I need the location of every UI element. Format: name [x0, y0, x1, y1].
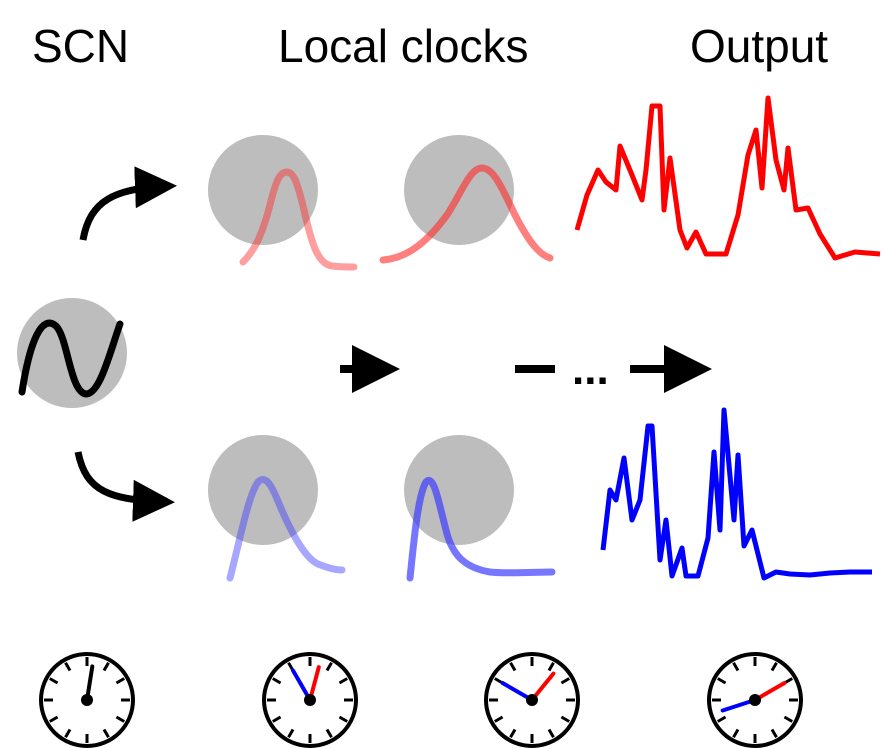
local-clock-node-red-1 — [208, 135, 318, 245]
clock-hub — [749, 694, 761, 706]
clock-tick — [115, 715, 125, 723]
clock-tick — [272, 677, 282, 685]
red-phase-curve-2 — [379, 164, 554, 264]
clock-hub — [81, 694, 93, 706]
clock-tick — [102, 662, 110, 672]
ellipsis: ... — [572, 345, 609, 394]
clock-tick — [732, 662, 740, 672]
clock-tick — [560, 715, 570, 723]
clock-tick — [783, 715, 793, 723]
output-heading: Output — [690, 20, 828, 72]
scn-arrow-up — [79, 166, 177, 241]
local-clock-node-blue-2 — [404, 435, 514, 545]
clock-tick — [338, 715, 348, 723]
clock-tick — [49, 715, 59, 723]
clock-face — [484, 652, 580, 748]
clock-tick — [325, 662, 333, 672]
blue-phase-curve-2 — [406, 477, 556, 582]
clock-tick — [732, 728, 740, 738]
scn-sine-wave — [18, 319, 124, 398]
clock-tick — [770, 728, 778, 738]
scn-heading: SCN — [32, 20, 129, 72]
clock-tick — [717, 677, 727, 685]
clock-tick — [547, 728, 555, 738]
clock-tick — [560, 677, 570, 685]
clock-hub — [526, 694, 538, 706]
red-output-trace — [574, 95, 881, 261]
clock-tick — [49, 677, 59, 685]
clock-tick — [115, 677, 125, 685]
clock-tick — [338, 677, 348, 685]
clock-face — [262, 652, 358, 748]
clock-tick — [509, 662, 517, 672]
clock-tick — [102, 728, 110, 738]
clock-tick — [287, 728, 295, 738]
clock-faces — [39, 652, 803, 748]
red-phase-curve-1 — [239, 168, 358, 271]
local-clocks-heading: Local clocks — [278, 20, 529, 72]
clock-tick — [325, 728, 333, 738]
scn-arrow-down — [74, 451, 175, 522]
clock-tick — [509, 728, 517, 738]
clock-tick — [494, 715, 504, 723]
clock-face — [39, 652, 135, 748]
clock-face — [707, 652, 803, 748]
blue-phase-curve-1 — [226, 476, 346, 582]
clock-tick — [272, 715, 282, 723]
clock-tick — [717, 715, 727, 723]
local-clock-node-blue-1 — [208, 435, 318, 545]
blue-output-trace — [600, 407, 872, 581]
clock-tick — [770, 662, 778, 672]
clock-tick — [64, 662, 72, 672]
clock-hub — [304, 694, 316, 706]
clock-tick — [547, 662, 555, 672]
clock-tick — [64, 728, 72, 738]
